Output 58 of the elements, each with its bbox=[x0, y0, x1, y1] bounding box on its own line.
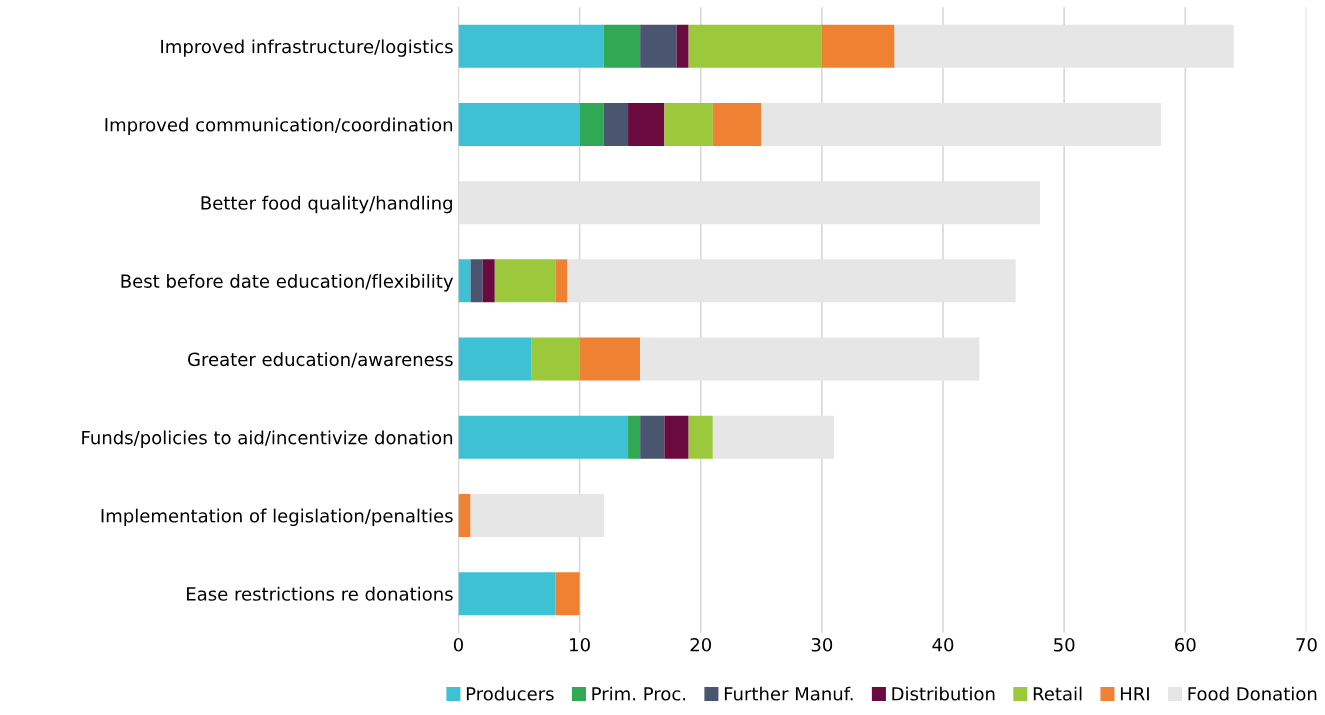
y-tick-label: Ease restrictions re donations bbox=[187, 586, 453, 601]
legend-label: HRI bbox=[1120, 687, 1149, 701]
bar bbox=[458, 24, 604, 68]
legend-label: Distribution bbox=[892, 686, 995, 701]
y-tick-label: Improved communication/coordination bbox=[105, 117, 453, 136]
bar bbox=[676, 24, 689, 68]
bar bbox=[688, 415, 713, 459]
bar bbox=[712, 415, 834, 459]
bar bbox=[664, 102, 713, 146]
bar bbox=[579, 102, 604, 146]
legend-label: Prim. Proc. bbox=[592, 686, 686, 701]
bar bbox=[628, 415, 641, 459]
bar bbox=[458, 259, 471, 303]
bar bbox=[821, 24, 895, 68]
y-tick-label: Implementation of legislation/penalties bbox=[101, 508, 453, 527]
legend-label: Food Donation bbox=[1188, 686, 1317, 701]
bar bbox=[458, 415, 629, 459]
bar bbox=[688, 24, 822, 68]
bar bbox=[458, 102, 580, 146]
bar bbox=[640, 24, 677, 68]
bar bbox=[761, 102, 1162, 146]
bar bbox=[482, 259, 495, 303]
bar bbox=[470, 259, 483, 303]
legend-label: Further Manuf. bbox=[724, 686, 853, 701]
y-tick-label: Better food quality/handling bbox=[201, 195, 452, 214]
bar bbox=[555, 259, 568, 303]
bar bbox=[664, 415, 689, 459]
bar bbox=[458, 493, 471, 537]
x-tick-label: 10 bbox=[570, 637, 590, 652]
bar bbox=[579, 337, 641, 381]
x-tick-label: 50 bbox=[1054, 637, 1075, 652]
x-tick-label: 70 bbox=[1296, 637, 1317, 652]
x-tick-label: 40 bbox=[932, 637, 954, 652]
bar bbox=[555, 572, 580, 616]
bar bbox=[458, 337, 532, 381]
bar bbox=[567, 259, 1016, 303]
bar bbox=[470, 493, 604, 537]
y-tick-label: Funds/policies to aid/incentivize donation bbox=[82, 430, 453, 448]
bar bbox=[640, 415, 665, 459]
bar bbox=[531, 337, 580, 381]
y-tick-label: Improved infrastructure/logistics bbox=[161, 39, 453, 57]
legend-label: Retail bbox=[1033, 686, 1082, 701]
bar bbox=[458, 572, 556, 616]
x-tick-label: 0 bbox=[453, 637, 463, 652]
bar bbox=[628, 102, 665, 146]
bar bbox=[894, 24, 1234, 68]
x-tick-label: 20 bbox=[690, 637, 712, 652]
x-tick-label: 30 bbox=[811, 637, 833, 652]
bar bbox=[640, 337, 980, 381]
y-tick-label: Best before date education/flexibility bbox=[121, 274, 454, 292]
bar bbox=[603, 102, 629, 146]
bar bbox=[712, 102, 762, 146]
bar bbox=[603, 24, 641, 68]
bar bbox=[458, 181, 1040, 225]
legend-label: Producers bbox=[466, 686, 554, 701]
y-tick-label: Greater education/awareness bbox=[188, 352, 453, 368]
bar bbox=[494, 259, 556, 303]
x-tick-label: 60 bbox=[1175, 637, 1196, 652]
